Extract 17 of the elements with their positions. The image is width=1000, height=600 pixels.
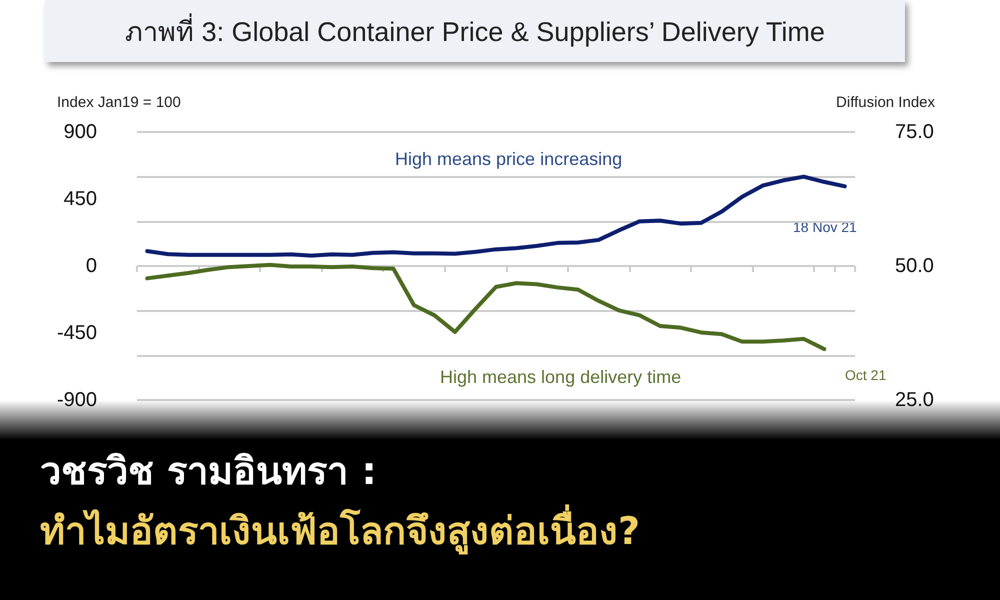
- line-series: [145, 262, 826, 352]
- text: วชรวิช รามอินทรา :: [40, 448, 377, 495]
- y2-tick-label: 75.0: [895, 121, 934, 143]
- annotation: High means price increasing: [395, 149, 622, 169]
- y-axis-title: Index Jan19 = 100: [57, 94, 181, 111]
- y2-tick-label: 50.0: [895, 255, 934, 277]
- chart-title: ภาพที่ 3: Global Container Price & Suppliers’ Delivery Time: [45, 0, 905, 62]
- y-tick-label: -450: [56, 322, 97, 344]
- y-tick-label: 450: [64, 188, 97, 210]
- y2-tick-label: 25.0: [895, 389, 934, 411]
- annotation: Oct 21: [845, 367, 886, 383]
- text: ทำไมอัตราเงินเฟ้อโลกจึงสูงต่อเนื่อง?: [40, 503, 640, 556]
- y-tick-label: -900: [56, 389, 97, 411]
- y2-axis-title: Diffusion Index: [836, 94, 936, 111]
- y-tick-label: 900: [64, 121, 97, 143]
- annotation: High means long delivery time: [440, 367, 682, 387]
- y-tick-label: 0: [86, 255, 97, 277]
